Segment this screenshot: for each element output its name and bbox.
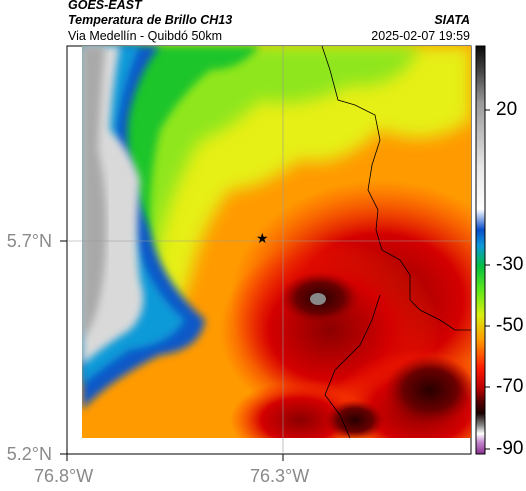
colorbar-label-minus90: -90 [496,438,524,459]
colorbar-ticks [485,109,490,450]
boundary-line-2 [324,294,381,439]
temperature-field [82,46,471,438]
colorbar-label-minus50: -50 [496,315,524,336]
brand-label: SIATA [434,13,470,27]
lat-label-5-7: 5.7°N [6,231,52,251]
colorbar-label-minus70: -70 [496,376,524,397]
source-label: GOES-EAST [68,0,142,12]
boundary-line-1 [321,45,471,331]
map-subtitle: Via Medellín - Quibdó 50km [68,29,223,43]
lon-label-76-8: 76.8°W [34,466,94,486]
lon-label-76-3: 76.3°W [250,466,310,486]
lat-label-5-2: 5.2°N [6,444,52,464]
map-title: Temperatura de Brillo CH13 [68,13,233,27]
timestamp: 2025-02-07 19:59 [371,29,470,43]
colorbar [475,45,486,455]
colorbar-label-minus30: -30 [496,254,524,275]
colorbar-label-20: 20 [496,99,518,120]
location-marker-star: ★ [256,230,269,246]
